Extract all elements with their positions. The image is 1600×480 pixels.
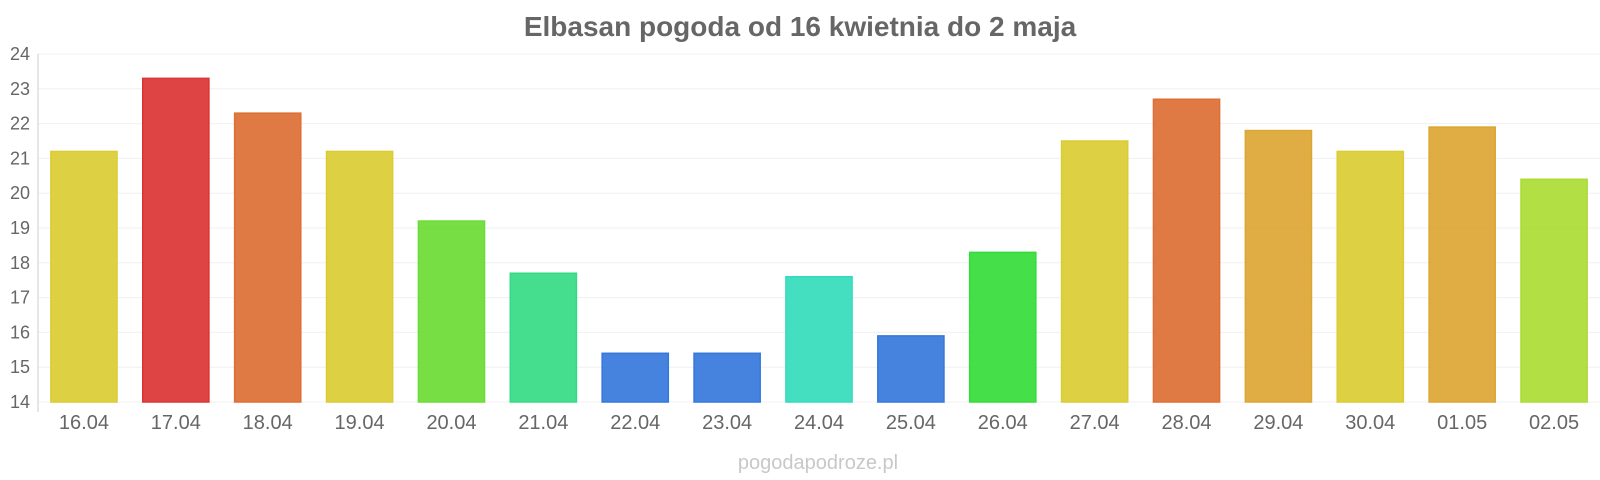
x-tick-label: 29.04 [1253, 412, 1303, 434]
y-tick-label: 23 [10, 79, 30, 99]
x-tick-label: 23.04 [702, 412, 752, 434]
y-tick-label: 22 [10, 114, 30, 134]
x-tick-label: 30.04 [1345, 412, 1395, 434]
bar-01.05 [1428, 126, 1497, 403]
x-axis: 16.04 17.04 18.04 19.04 20.04 21.04 22.04 23.04… [59, 412, 1579, 434]
bar-20.04 [417, 220, 486, 403]
bar-30.04 [1336, 150, 1405, 403]
x-tick-label: 16.04 [59, 412, 109, 434]
bar-28.04 [1152, 98, 1221, 403]
bars [50, 77, 1588, 403]
y-tick-label: 24 [10, 44, 30, 64]
y-tick-label: 19 [10, 218, 30, 238]
bar-22.04 [601, 352, 670, 403]
x-tick-label: 21.04 [518, 412, 568, 434]
x-tick-label: 02.05 [1529, 412, 1579, 434]
y-tick-label: 18 [10, 253, 30, 273]
bar-25.04 [877, 335, 945, 403]
bar-27.04 [1060, 140, 1129, 403]
y-tick-label: 14 [10, 392, 30, 412]
x-tick-label: 20.04 [426, 412, 476, 434]
x-tick-label: 22.04 [610, 412, 660, 434]
bar-24.04 [785, 275, 853, 403]
bar-18.04 [233, 112, 302, 403]
bar-21.04 [509, 272, 578, 403]
x-tick-label: 24.04 [794, 412, 844, 434]
y-tick-label: 20 [10, 183, 30, 203]
x-tick-label: 18.04 [243, 412, 293, 434]
y-tick-label: 15 [10, 357, 30, 377]
x-tick-label: 25.04 [886, 412, 936, 434]
x-tick-label: 19.04 [335, 412, 385, 434]
bar-26.04 [968, 251, 1037, 403]
bar-29.04 [1244, 129, 1313, 403]
bar-17.04 [141, 77, 210, 403]
chart-title: Elbasan pogoda od 16 kwietnia do 2 maja [524, 11, 1077, 42]
x-tick-label: 26.04 [978, 412, 1028, 434]
bar-16.04 [50, 150, 118, 403]
y-tick-label: 21 [10, 148, 30, 168]
x-tick-label: 28.04 [1161, 412, 1211, 434]
y-tick-label: 16 [10, 322, 30, 342]
x-tick-label: 01.05 [1437, 412, 1487, 434]
y-axis: 14 15 16 17 18 19 20 21 22 23 24 [10, 44, 39, 412]
bar-23.04 [693, 352, 761, 403]
x-tick-label: 27.04 [1070, 412, 1120, 434]
watermark: pogodapodroze.pl [738, 452, 898, 474]
x-tick-label: 17.04 [151, 412, 201, 434]
bar-02.05 [1520, 178, 1588, 403]
y-tick-label: 17 [10, 288, 30, 308]
bar-19.04 [325, 150, 394, 403]
